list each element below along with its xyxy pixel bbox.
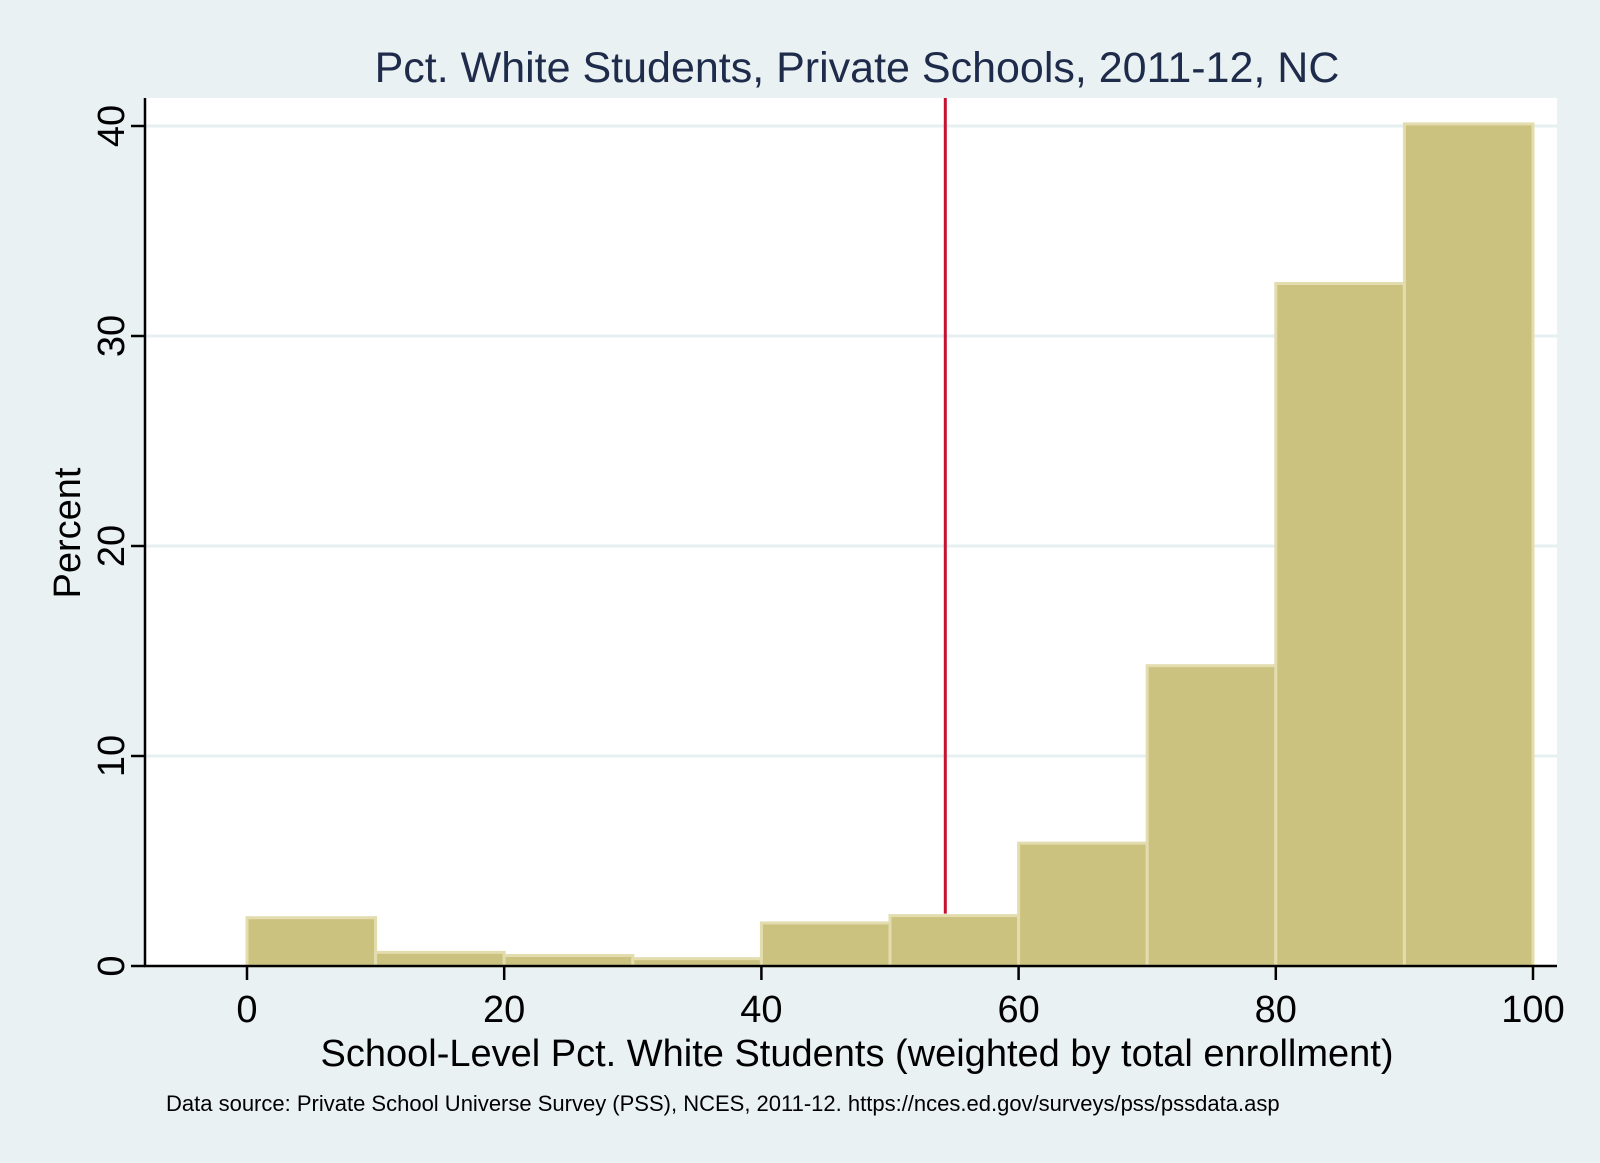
histogram-bar-6	[888, 914, 1021, 968]
y-tick-label-10: 10	[91, 735, 133, 777]
x-tick-label-80: 80	[1255, 989, 1297, 1031]
y-axis-ticks: 0 10 20 30 40	[91, 105, 145, 977]
y-tick-label-20: 20	[91, 525, 133, 567]
histogram-bar-8	[1145, 664, 1278, 968]
histogram-bar-3	[502, 954, 635, 968]
x-tick-label-40: 40	[740, 989, 782, 1031]
histogram-bar-7	[1017, 841, 1149, 968]
y-tick-label-40: 40	[91, 105, 133, 147]
x-axis-label: School-Level Pct. White Students (weight…	[321, 1033, 1394, 1075]
y-axis-label: Percent	[47, 467, 89, 598]
histogram-bar-1	[245, 916, 378, 968]
histogram-bar-5	[759, 921, 892, 968]
x-axis-ticks: 0 20 40 60 80 100	[236, 966, 1565, 1031]
histogram-bar-2	[374, 950, 506, 968]
x-tick-label-0: 0	[236, 989, 257, 1031]
x-tick-label-20: 20	[483, 989, 525, 1031]
y-tick-label-0: 0	[91, 955, 133, 976]
histogram-bars	[245, 122, 1535, 968]
x-tick-label-60: 60	[997, 989, 1039, 1031]
y-tick-label-30: 30	[91, 315, 133, 357]
histogram-bar-10	[1402, 122, 1535, 968]
chart-title: Pct. White Students, Private Schools, 20…	[375, 44, 1340, 92]
axes	[143, 98, 1557, 968]
data-source-note: Data source: Private School Universe Sur…	[166, 1091, 1280, 1116]
x-tick-label-100: 100	[1501, 989, 1564, 1031]
histogram-bar-9	[1274, 282, 1406, 968]
